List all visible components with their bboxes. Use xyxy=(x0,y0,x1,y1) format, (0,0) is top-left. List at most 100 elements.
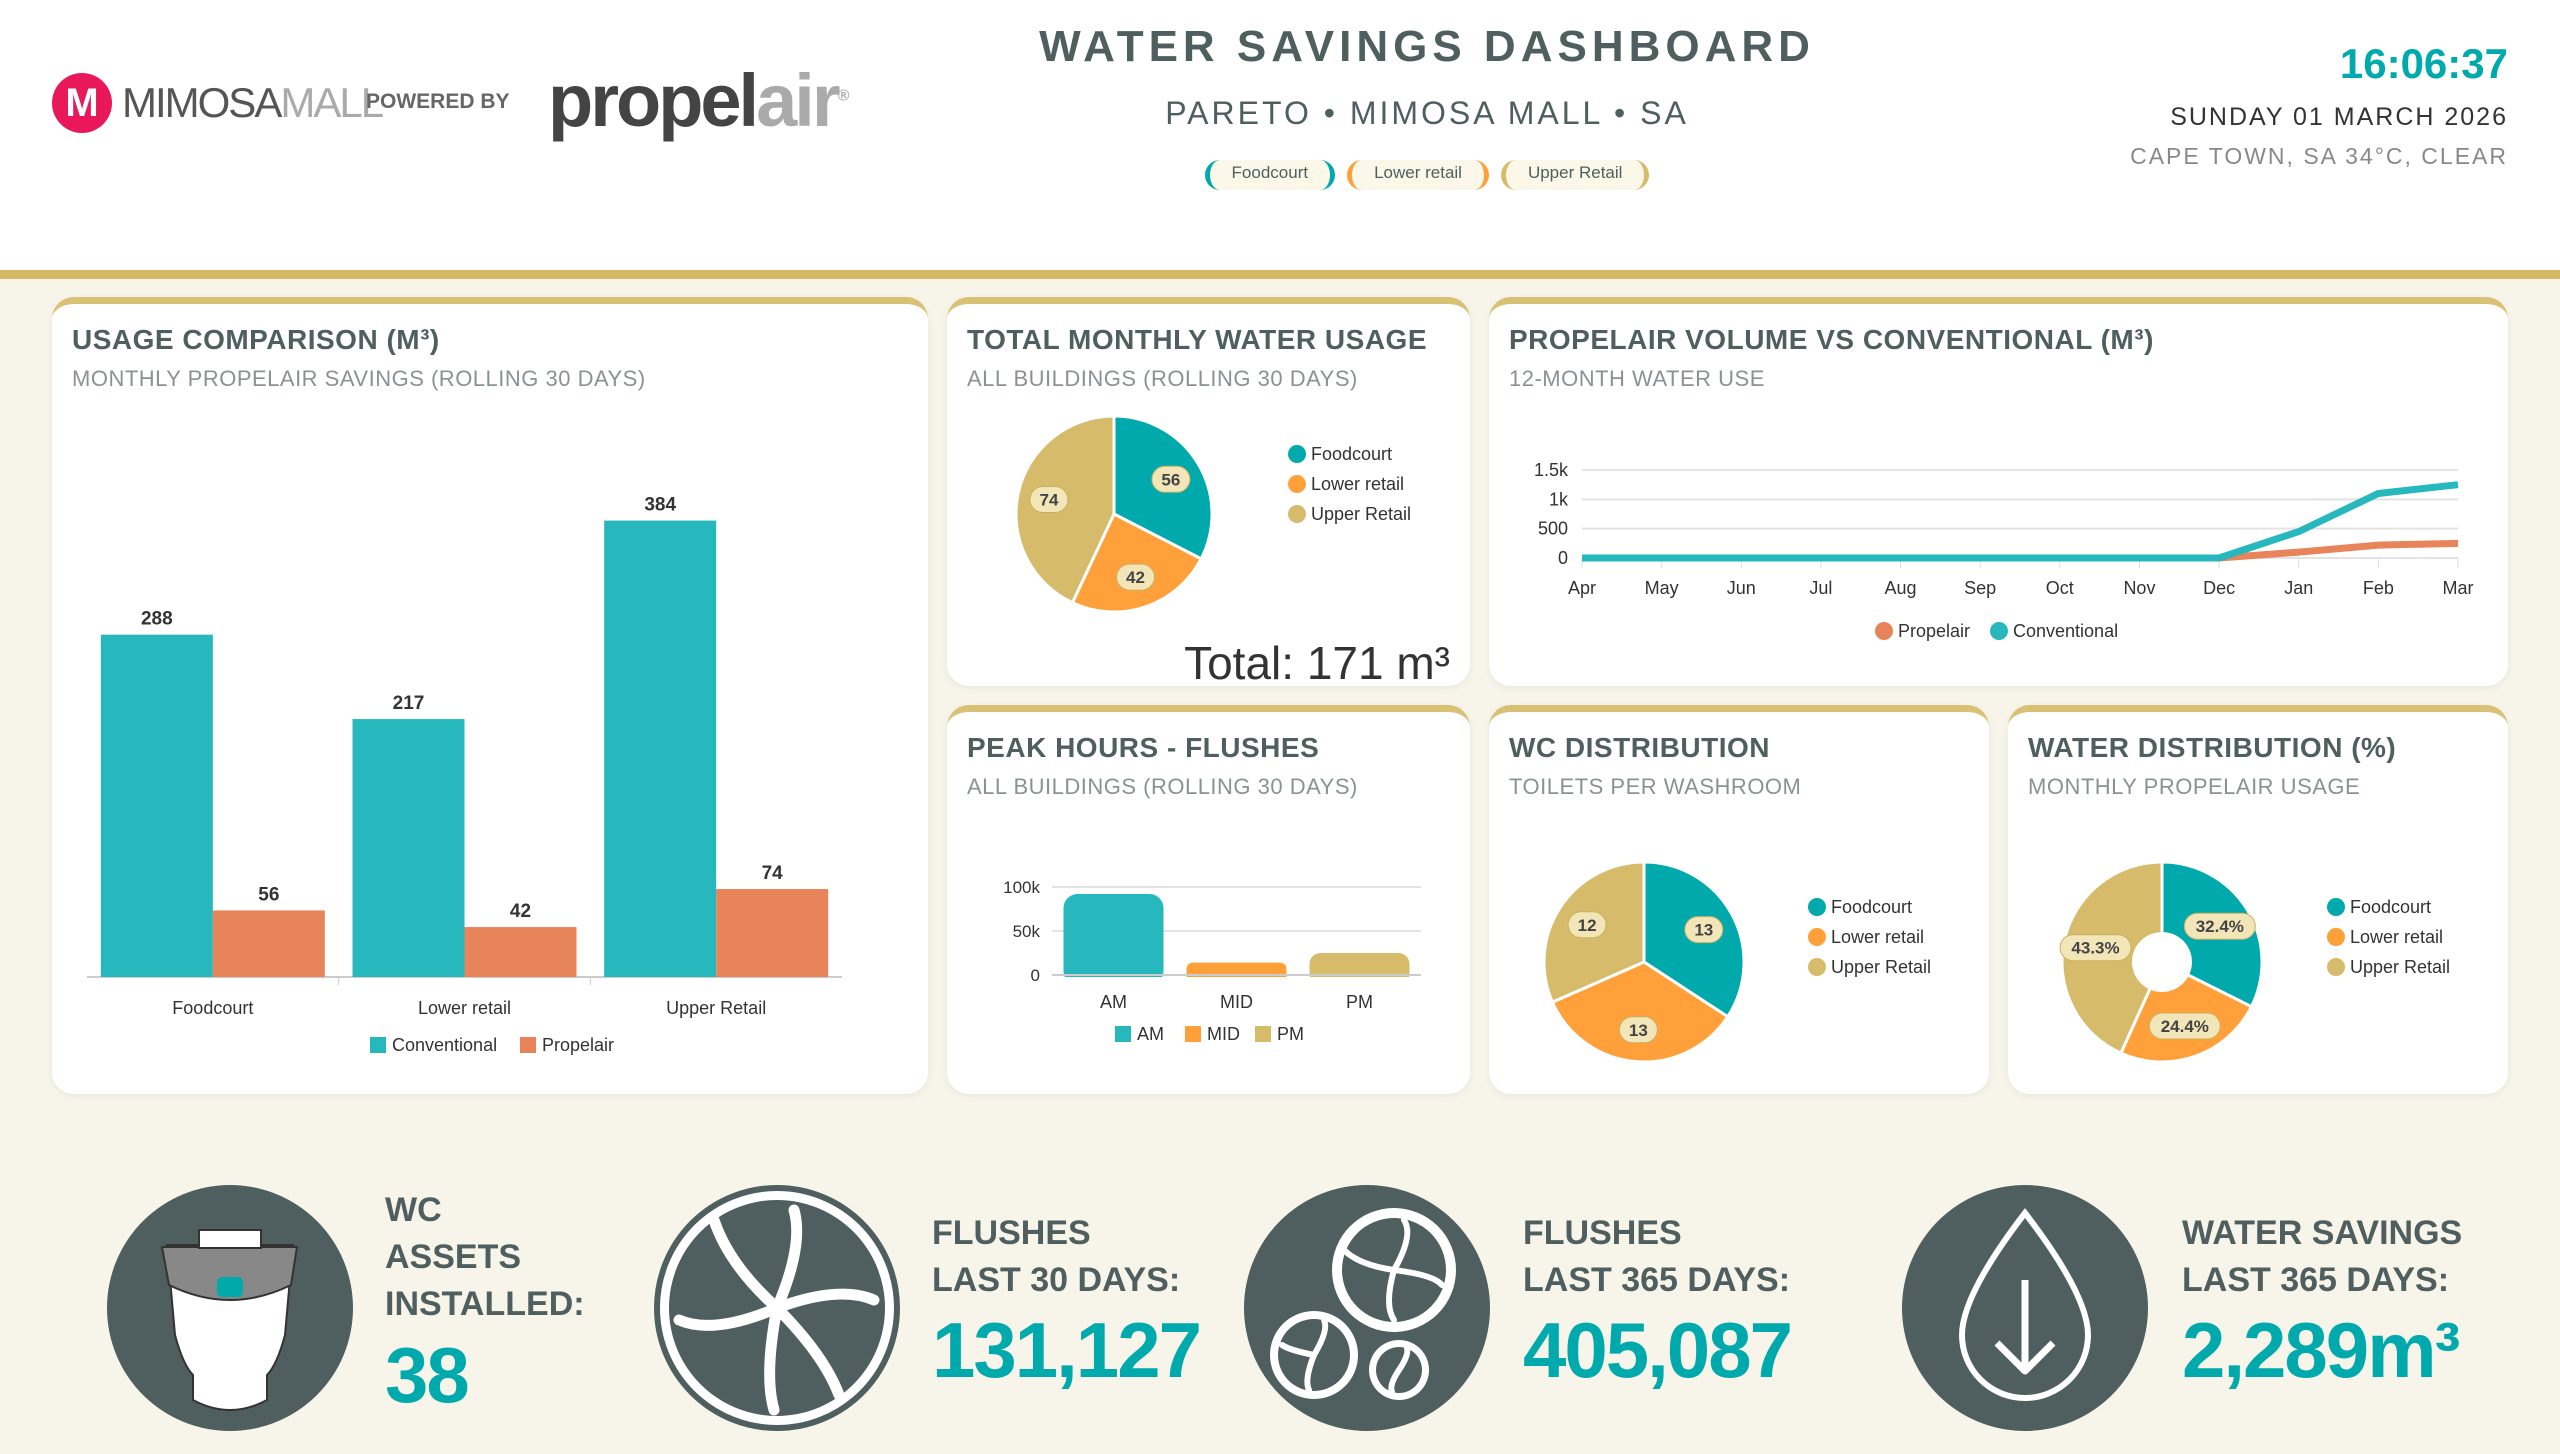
pie-slice-lower-retail xyxy=(1070,511,1204,614)
x-tick-label: Jul xyxy=(1809,578,1832,598)
legend-dot xyxy=(1288,475,1306,493)
bar-data-label: 288 xyxy=(141,609,173,630)
legend-dot xyxy=(2327,898,2345,916)
slice-label-bg xyxy=(2059,934,2132,962)
legend-label: Foodcourt xyxy=(1831,897,1912,917)
powered-by-label: POWERED BY xyxy=(366,90,510,113)
legend-dot xyxy=(1288,445,1306,463)
slice-label-bg xyxy=(1684,916,1724,944)
total-usage-pie: 56 42 74 Foodcourt Lower retail Upper Retail xyxy=(1014,414,1411,614)
card-subtitle: TOILETS PER WASHROOM xyxy=(1509,774,1802,799)
bar-data-label: 74 xyxy=(762,863,784,884)
slice-label: 13 xyxy=(1694,921,1713,940)
bar-propelair xyxy=(212,910,325,977)
stat-label: ASSETS xyxy=(385,1238,522,1276)
legend-dot xyxy=(1875,622,1893,640)
volume-line-chart: 0 500 1k 1.5k Apr May Jun Jul Aug Sep Oct Nov Dec Jan… xyxy=(1534,460,2474,641)
legend-label: Propelair xyxy=(1898,621,1970,641)
clock-time: 16:06:37 xyxy=(2339,40,2508,87)
y-tick-label: 1k xyxy=(1549,489,1569,509)
stat-label: LAST 365 DAYS: xyxy=(2182,1261,2450,1299)
water-distribution-card: WATER DISTRIBUTION (%) MONTHLY PROPELAIR… xyxy=(2008,705,2508,1094)
x-tick-label: Sep xyxy=(1964,578,1996,598)
x-tick-label: Nov xyxy=(2123,578,2155,598)
multi-swirl-icon xyxy=(1244,1185,1490,1431)
stat-value: 405,087 xyxy=(1523,1306,1793,1394)
slice-label: 24.4% xyxy=(2161,1017,2209,1036)
x-tick-label: May xyxy=(1645,578,1679,598)
legend-dot xyxy=(1808,928,1826,946)
card-title: TOTAL MONTHLY WATER USAGE xyxy=(967,324,1428,355)
slice-label-bg xyxy=(1567,911,1607,939)
slice-label-bg xyxy=(1151,465,1191,493)
y-tick-label: 1.5k xyxy=(1534,460,1569,480)
legend-label: Lower retail xyxy=(1831,927,1924,947)
slice-label: 13 xyxy=(1629,1021,1648,1040)
card-subtitle: ALL BUILDINGS (ROLLING 30 DAYS) xyxy=(967,774,1358,799)
x-tick-label: Aug xyxy=(1885,578,1917,598)
legend-dot xyxy=(1808,898,1826,916)
slice-label: 32.4% xyxy=(2196,917,2244,936)
stat-label: LAST 365 DAYS: xyxy=(1523,1261,1791,1299)
wc-distribution-pie: 13 13 12 Foodcourt Lower retail Upper Retail xyxy=(1542,860,1931,1064)
legend-label: Lower retail xyxy=(2350,927,2443,947)
line-conventional xyxy=(1582,481,2459,562)
legend-dot xyxy=(2327,958,2345,976)
bar-data-label: 217 xyxy=(393,693,425,714)
stat-value: 131,127 xyxy=(932,1306,1202,1394)
flush-swirl-icon xyxy=(654,1185,900,1431)
x-tick-label: PM xyxy=(1346,992,1373,1012)
stat-value: 38 xyxy=(385,1331,470,1419)
x-tick-label: AM xyxy=(1100,992,1127,1012)
y-tick-label: 0 xyxy=(1558,548,1568,568)
slice-label-bg xyxy=(2183,912,2256,940)
card-title: USAGE COMPARISON (M³) xyxy=(72,324,440,355)
bar-propelair xyxy=(716,889,829,977)
bar-data-label: 384 xyxy=(644,495,676,516)
bar-am xyxy=(1063,894,1164,985)
legend-swatch xyxy=(1115,1026,1131,1042)
x-tick-label: Jan xyxy=(2284,578,2313,598)
card-subtitle: 12-MONTH WATER USE xyxy=(1509,366,1765,391)
slice-label: 74 xyxy=(1039,491,1058,510)
slice-label: 56 xyxy=(1161,470,1180,489)
building-filters: Foodcourt Lower retail Upper Retail xyxy=(0,160,2560,190)
legend-dot xyxy=(1990,622,2008,640)
filter-lower-retail[interactable]: Lower retail xyxy=(1347,160,1489,190)
x-tick-label: Lower retail xyxy=(418,998,511,1018)
toilet-icon xyxy=(107,1185,353,1431)
peak-hours-chart: 0 50k 100k AM MID PM AM MID PM xyxy=(1003,878,1426,1044)
stat-label: INSTALLED: xyxy=(385,1285,585,1323)
x-tick-label: Oct xyxy=(2046,578,2074,598)
stat-label: WATER SAVINGS xyxy=(2182,1214,2463,1252)
bar-data-label: 42 xyxy=(510,901,531,922)
legend-label: Foodcourt xyxy=(1311,444,1392,464)
legend-label: AM xyxy=(1137,1024,1164,1044)
axis-mask xyxy=(1047,977,1426,989)
slice-label-bg xyxy=(2148,1012,2221,1040)
legend-label: Upper Retail xyxy=(1831,957,1931,977)
slice-label-bg xyxy=(1116,563,1156,591)
x-tick-label: Dec xyxy=(2203,578,2235,598)
peak-hours-card: PEAK HOURS - FLUSHES ALL BUILDINGS (ROLL… xyxy=(947,705,1470,1094)
x-tick-label: Feb xyxy=(2363,578,2394,598)
current-date: SUNDAY 01 MARCH 2026 xyxy=(2170,103,2508,131)
legend-label: MID xyxy=(1207,1024,1240,1044)
legend-label: PM xyxy=(1277,1024,1304,1044)
mall-logo-badge: M xyxy=(52,73,112,133)
legend-swatch xyxy=(1255,1026,1271,1042)
y-tick-label: 100k xyxy=(1003,878,1040,897)
legend-label: Foodcourt xyxy=(2350,897,2431,917)
volume-card: PROPELAIR VOLUME VS CONVENTIONAL (M³) 12… xyxy=(1489,297,2508,686)
wc-distribution-card: WC DISTRIBUTION TOILETS PER WASHROOM 13 1… xyxy=(1489,705,1989,1094)
x-tick-label: Upper Retail xyxy=(666,998,766,1018)
x-tick-label: Mar xyxy=(2443,578,2474,598)
bar-conventional xyxy=(100,634,213,977)
propelair-logo: propelair® xyxy=(548,59,849,142)
legend-swatch xyxy=(1185,1026,1201,1042)
card-subtitle: ALL BUILDINGS (ROLLING 30 DAYS) xyxy=(967,366,1358,391)
stat-label: FLUSHES xyxy=(932,1214,1091,1252)
stat-label: WC xyxy=(385,1191,442,1229)
filter-foodcourt[interactable]: Foodcourt xyxy=(1204,160,1336,190)
filter-upper-retail[interactable]: Upper Retail xyxy=(1500,160,1650,190)
